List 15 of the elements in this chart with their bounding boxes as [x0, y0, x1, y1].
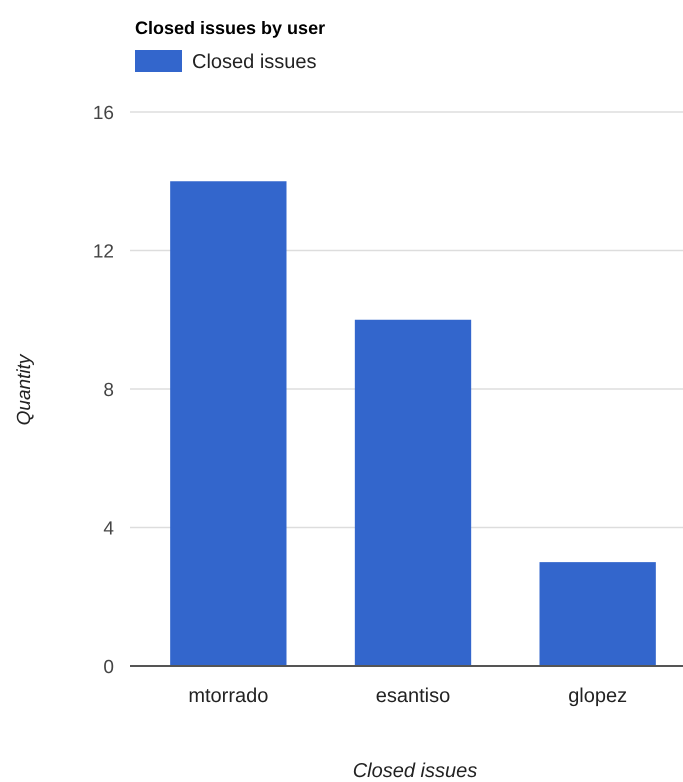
y-tick-label: 4	[103, 518, 114, 540]
x-tick-label: mtorrado	[188, 685, 268, 707]
y-tick-label: 12	[92, 242, 114, 262]
bar	[170, 181, 287, 666]
chart-title: Closed issues by user	[135, 18, 326, 38]
bar	[539, 562, 656, 666]
y-tick-label: 8	[103, 380, 114, 401]
x-tick-label: glopez	[568, 685, 628, 707]
legend-label: Closed issues	[192, 51, 317, 73]
y-axis-title: Quantity	[14, 353, 35, 426]
y-tick-label: 0	[103, 657, 114, 678]
x-tick-label: esantiso	[376, 685, 450, 707]
bar	[354, 320, 472, 666]
y-tick-label: 16	[92, 103, 114, 124]
x-axis-title: Closed issues	[352, 760, 478, 782]
